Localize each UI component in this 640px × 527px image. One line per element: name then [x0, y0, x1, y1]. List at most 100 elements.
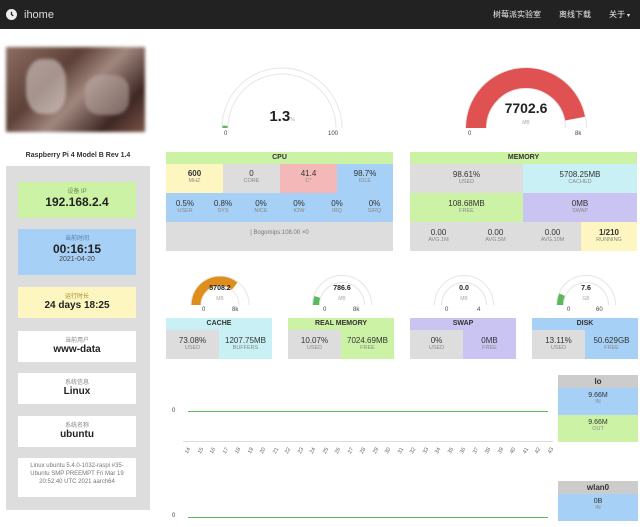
realmem-used: 10.07% USED: [288, 330, 341, 359]
x-tick-label: 37: [471, 446, 480, 455]
memory-gauge: [455, 58, 597, 130]
time-label: 当前时间: [64, 236, 89, 242]
x-tick-label: 30: [384, 446, 393, 455]
cache-gauge-unit: MB: [216, 296, 224, 302]
cpu-sys: 0.8% SYS: [204, 193, 242, 222]
x-tick-label: 14: [184, 446, 193, 455]
cpu-iow: 0% IOW: [280, 193, 318, 222]
ip-value: 192.168.2.4: [45, 195, 109, 209]
cpu-gauge-max: 100: [328, 131, 339, 137]
hostname-value: ubuntu: [60, 429, 94, 440]
kernel-text: Linux ubuntu 5.4.0-1032-raspi #35-Ubuntu…: [30, 463, 124, 486]
x-tick-label: 38: [484, 446, 493, 455]
memory-cached: 5708.25MB CACHED: [523, 164, 637, 193]
memory-used: 98.61% USED: [410, 164, 523, 193]
realmem-gauge: [309, 273, 375, 307]
device-model: Raspberry Pi 4 Model B Rev 1.4: [25, 152, 131, 159]
cpu-temp: 41.4 C°: [280, 164, 337, 193]
time-value: 00:16:15: [52, 242, 102, 256]
cpu-gauge-min: 0: [224, 131, 228, 137]
gauge-fill: [466, 68, 585, 129]
x-tick-label: 41: [521, 446, 530, 455]
user-box: 当前用户 www-data: [18, 331, 136, 362]
gauge-track-inner: [557, 276, 615, 306]
disk-gauge-max: 60: [596, 307, 603, 313]
memory-free: 108.68MB FREE: [410, 193, 523, 222]
realmem-gauge-unit: MB: [338, 296, 346, 302]
ip-box: 设备 IP 192.168.2.4: [18, 182, 136, 218]
cpu-idle: 98.7% IDLE: [337, 164, 393, 193]
realmem-gauge-min: 0: [323, 307, 327, 313]
x-tick-label: 36: [459, 446, 468, 455]
swap-gauge-unit: MB: [460, 296, 468, 302]
memory-gauge-min: 0: [468, 131, 472, 137]
x-tick-label: 26: [334, 446, 343, 455]
cpu-gauge-unit: %: [290, 117, 295, 123]
realmem-free: 7024.69MB FREE: [341, 330, 394, 359]
gauge-fill: [191, 276, 238, 306]
x-tick-label: 33: [421, 446, 430, 455]
x-tick-label: 29: [371, 446, 380, 455]
hostname-box: 系统名称 ubuntu: [18, 416, 136, 447]
disk-free: 50.629GB FREE: [585, 330, 638, 359]
disk-panel: DISK 13.11% USED 50.629GB FREE: [532, 318, 638, 359]
cpu-gauge-number: 1.3: [269, 108, 291, 125]
gauge-track-inner: [313, 276, 371, 306]
cache-gauge-value: 5708.2: [209, 285, 231, 292]
wlan0-in: 0B IN: [558, 494, 638, 521]
cpu-gauge-value: 1.3%: [242, 108, 322, 125]
swap-free: 0MB FREE: [463, 330, 516, 359]
swap-panel: SWAP 0% USED 0MB FREE: [410, 318, 516, 359]
realmem-title: REAL MEMORY: [288, 318, 394, 330]
memory-gauge-value: 7702.6: [486, 100, 566, 116]
x-tick-label: 31: [396, 446, 405, 455]
brand-label: ihome: [24, 8, 54, 21]
disk-used: 13.11% USED: [532, 330, 585, 359]
realmem-panel: REAL MEMORY 10.07% USED 7024.69MB FREE: [288, 318, 394, 359]
swap-used: 0% USED: [410, 330, 463, 359]
user-value: www-data: [53, 344, 101, 355]
x-tick-label: 32: [409, 446, 418, 455]
realmem-gauge-max: 8k: [353, 307, 360, 313]
kernel-box: Linux ubuntu 5.4.0-1032-raspi #35-Ubuntu…: [18, 458, 136, 497]
x-tick-label: 25: [321, 446, 330, 455]
uptime-value: 24 days 18:25: [44, 300, 110, 311]
x-tick-label: 28: [359, 446, 368, 455]
x-tick-label: 40: [509, 446, 518, 455]
swap-gauge-max: 4: [477, 307, 481, 313]
x-tick-label: 23: [296, 446, 305, 455]
cpu-mhz: 600 MHz: [166, 164, 223, 193]
cpu-bogomips: | Bogomips:108.00 ×0: [166, 230, 393, 244]
brand[interactable]: ihome: [6, 9, 54, 21]
nav-about-label: 关于: [608, 10, 625, 19]
chart-line-wlan0: [188, 517, 548, 518]
nav-about-dropdown[interactable]: 关于 ▾: [609, 9, 630, 20]
cache-title: CACHE: [166, 318, 272, 330]
memory-avg10: 0.00 AVG.10M: [524, 222, 581, 251]
memory-gauge-unit: MB: [522, 120, 530, 126]
x-tick-label: 15: [196, 446, 205, 455]
cache-buffers: 1207.75MB BUFFERS: [219, 330, 272, 359]
nav-lab-link[interactable]: 树莓派实验室: [492, 10, 541, 19]
nav-download-link[interactable]: 离线下载: [558, 10, 591, 19]
x-tick-label: 39: [496, 446, 505, 455]
cpu-irq: 0% IRQ: [318, 193, 356, 222]
memory-avg1: 0.00 AVG.1M: [410, 222, 467, 251]
os-value: Linux: [63, 386, 91, 397]
cpu-core: 0 CORE: [223, 164, 280, 193]
x-tick-label: 17: [221, 446, 230, 455]
gauge-fill: [557, 293, 565, 306]
lo-title: lo: [558, 375, 638, 388]
gauge-fill: [313, 296, 321, 306]
user-label: 当前用户: [64, 338, 89, 344]
disk-gauge-min: 0: [567, 307, 571, 313]
x-tick-label: 20: [259, 446, 268, 455]
ip-label: 设备 IP: [67, 189, 87, 195]
swap-title: SWAP: [410, 318, 516, 330]
cache-gauge: [187, 273, 253, 307]
lo-in: 9.66M IN: [558, 388, 638, 415]
x-tick-label: 16: [209, 446, 218, 455]
uptime-box: 运行时长 24 days 18:25: [18, 287, 136, 318]
cpu-nice: 0% NICE: [242, 193, 280, 222]
date-value: 2021-04-20: [59, 256, 95, 263]
